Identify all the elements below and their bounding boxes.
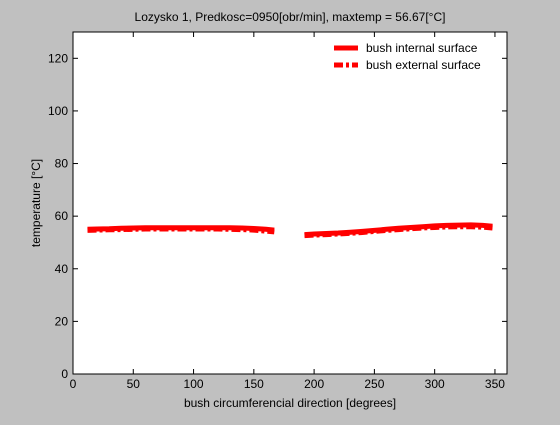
y-axis-ticks: 0 20 40 60 80 100 120 <box>48 51 507 381</box>
chart-title: Lozysko 1, Predkosc=0950[obr/min], maxte… <box>135 10 446 24</box>
x-tick-label: 300 <box>425 377 445 391</box>
y-axis-label: temperature [°C] <box>29 159 43 247</box>
x-tick-label: 200 <box>304 377 324 391</box>
x-tick-label: 100 <box>184 377 204 391</box>
series-layer <box>87 222 493 239</box>
x-tick-label: 150 <box>244 377 264 391</box>
y-tick-label: 60 <box>55 209 69 223</box>
x-tick-label: 50 <box>127 377 141 391</box>
x-axis-label: bush circumferencial direction [degrees] <box>184 396 396 410</box>
legend: bush internal surface bush external surf… <box>334 41 481 72</box>
plot-area <box>72 31 508 375</box>
external-surface-line-segment-2 <box>304 224 493 239</box>
y-tick-label: 40 <box>55 262 69 276</box>
y-tick-label: 120 <box>48 51 68 65</box>
x-tick-label: 350 <box>485 377 505 391</box>
y-tick-label: 100 <box>48 104 68 118</box>
x-tick-label: 0 <box>70 377 77 391</box>
y-tick-label: 80 <box>55 157 69 171</box>
x-axis-ticks: 0 50 100 150 200 250 300 350 <box>70 32 505 391</box>
y-tick-label: 20 <box>55 314 69 328</box>
legend-label-external: bush external surface <box>366 58 481 72</box>
external-surface-line-segment-1 <box>87 226 275 235</box>
x-tick-label: 250 <box>364 377 384 391</box>
legend-label-internal: bush internal surface <box>366 41 478 55</box>
y-tick-label: 0 <box>61 367 68 381</box>
